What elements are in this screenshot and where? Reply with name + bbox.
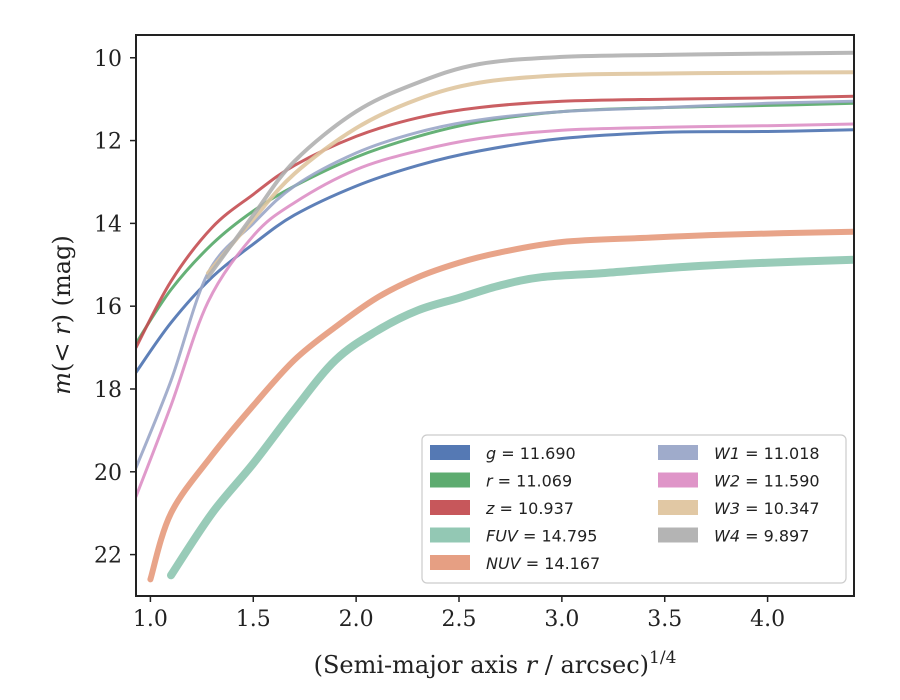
y-tick-label: 12	[94, 130, 122, 155]
y-tick-label: 22	[94, 544, 122, 569]
legend-swatch-fuv	[430, 527, 470, 543]
legend-label-r: r = 11.069	[486, 472, 572, 491]
series-line-w4	[206, 50, 854, 280]
series-layer	[136, 50, 854, 583]
legend-label-w1: W1 = 11.018	[714, 444, 820, 463]
legend-swatch-w2	[658, 472, 698, 488]
series-line-w2	[136, 122, 854, 499]
legend-swatch-w3	[658, 500, 698, 515]
x-axis: 1.0 1.5 2.0 2.5 3.0 3.5 4.0	[133, 596, 785, 632]
y-tick-label: 20	[94, 461, 122, 486]
legend-label-fuv: FUV = 14.795	[486, 527, 597, 546]
legend-label-z: z = 10.937	[485, 499, 574, 518]
y-axis-label: m(< r) (mag)	[48, 235, 76, 395]
legend-label-nuv: NUV = 14.167	[486, 554, 600, 573]
series-line-nuv	[147, 228, 854, 583]
x-tick-label: 2.5	[441, 607, 476, 632]
y-tick-label: 16	[94, 295, 122, 320]
legend-swatch-r	[430, 472, 470, 488]
series-line-fuv	[167, 255, 854, 580]
x-tick-label: 3.0	[544, 607, 579, 632]
series-line-z	[136, 94, 854, 350]
x-axis-label: (Semi-major axis r / arcsec)1/4	[314, 648, 677, 679]
legend-label-w4: W4 = 9.897	[714, 527, 809, 546]
x-tick-label: 1.5	[236, 607, 271, 632]
y-tick-label: 10	[94, 47, 122, 72]
legend-label-w3: W3 = 10.347	[714, 499, 820, 518]
plot-frame	[135, 34, 855, 597]
legend-label-w2: W2 = 11.590	[714, 472, 820, 491]
legend-swatch-z	[430, 500, 470, 515]
series-line-g	[136, 128, 854, 374]
legend-swatch-w4	[658, 527, 698, 543]
x-tick-label: 2.0	[339, 607, 374, 632]
y-tick-label: 18	[94, 378, 122, 403]
legend-swatch-nuv	[430, 555, 470, 570]
y-tick-label: 14	[94, 212, 122, 237]
x-tick-label: 1.0	[133, 607, 168, 632]
legend: g = 11.690 r = 11.069 z = 10.937 FUV = 14.7…	[421, 434, 847, 584]
x-tick-label: 4.0	[750, 607, 785, 632]
y-axis: 10 12 14 16 18 20 22	[94, 47, 136, 569]
legend-box	[421, 434, 847, 584]
series-line-w3	[206, 70, 854, 276]
series-line-w1	[136, 99, 854, 470]
legend-label-g: g = 11.690	[486, 444, 576, 463]
x-tick-label: 3.5	[647, 607, 682, 632]
legend-swatch-g	[430, 445, 470, 460]
legend-swatch-w1	[658, 445, 698, 460]
